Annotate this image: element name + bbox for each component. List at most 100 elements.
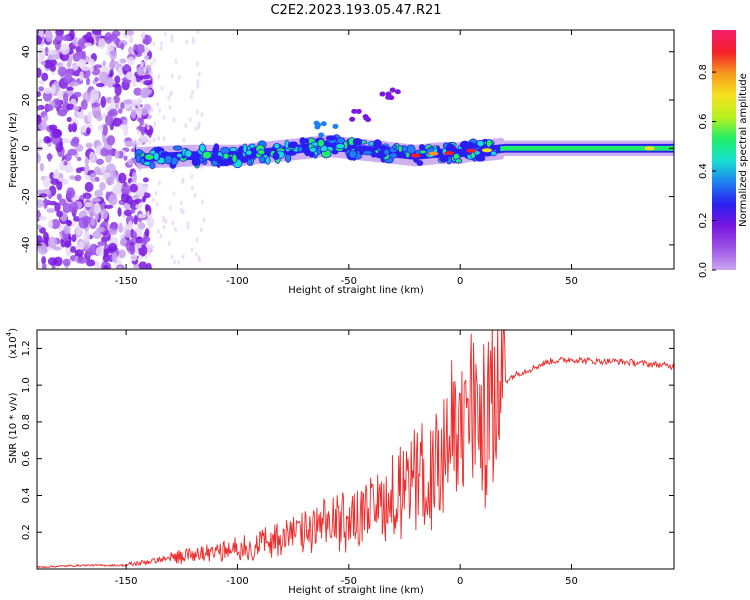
- faint-blob: [152, 41, 156, 47]
- faint-blob: [167, 240, 171, 246]
- faint-blob: [157, 74, 161, 80]
- noise-blob: [61, 35, 72, 41]
- noise-blob: [37, 91, 41, 98]
- noise-blob: [108, 194, 118, 206]
- faint-blob: [162, 224, 166, 230]
- branch-blob: [351, 108, 358, 114]
- noise-blob: [42, 176, 51, 188]
- noise-blob: [55, 142, 64, 153]
- faint-blob: [167, 95, 171, 101]
- y-tick-label: -20: [21, 188, 32, 204]
- noise-blob: [79, 71, 84, 82]
- signal-blob: [272, 151, 280, 161]
- signal-blob: [482, 151, 492, 157]
- faint-blob: [137, 191, 141, 197]
- noise-blob: [84, 181, 94, 193]
- spectrogram-heatmap: [37, 30, 674, 269]
- noise-blob: [133, 214, 138, 225]
- signal-blob: [348, 150, 358, 159]
- faint-blob: [177, 259, 181, 265]
- noise-blob: [47, 236, 58, 249]
- faint-blob: [157, 180, 161, 186]
- faint-blob: [170, 73, 174, 79]
- noise-blob: [73, 216, 81, 222]
- faint-blob: [162, 114, 166, 120]
- faint-blob: [194, 126, 198, 132]
- noise-blob: [115, 104, 120, 110]
- spectrogram-y-ticks: -40 -20 0 20 40: [21, 45, 674, 253]
- faint-blob: [159, 46, 163, 52]
- noise-blob: [84, 201, 92, 208]
- noise-blob: [93, 140, 99, 147]
- faint-blob: [136, 129, 140, 135]
- noise-blob: [105, 114, 114, 126]
- signal-blob: [198, 143, 206, 153]
- noise-blob: [96, 226, 105, 233]
- noise-blob: [45, 30, 53, 43]
- faint-blob: [182, 137, 186, 143]
- noise-blob: [84, 156, 89, 166]
- faint-blob: [139, 255, 143, 261]
- noise-blob: [125, 195, 133, 205]
- signal-blob: [135, 149, 144, 156]
- branch-blob: [320, 121, 327, 127]
- noise-blob: [98, 38, 106, 50]
- noise-blob: [128, 35, 134, 44]
- faint-blob: [195, 237, 199, 243]
- noise-blob: [87, 58, 95, 66]
- noise-blob: [45, 137, 53, 143]
- branch-blob: [355, 108, 362, 114]
- faint-blob: [156, 136, 160, 142]
- noise-blob: [85, 142, 93, 149]
- faint-blob: [156, 229, 160, 235]
- branch-blob: [379, 91, 386, 97]
- signal-blob: [418, 144, 426, 151]
- noise-blob: [119, 234, 125, 239]
- signal-blob: [242, 143, 248, 154]
- faint-blob: [159, 233, 163, 239]
- noise-blob: [62, 138, 71, 144]
- noise-blob: [133, 87, 143, 96]
- hot-spot: [428, 151, 439, 156]
- noise-blob: [111, 83, 121, 88]
- noise-blob: [114, 75, 121, 84]
- signal-blob: [470, 151, 476, 160]
- faint-blob: [188, 117, 192, 123]
- noise-blob: [37, 224, 42, 230]
- hot-spot: [481, 148, 492, 153]
- noise-blob: [129, 183, 138, 193]
- x-tick-label: 50: [565, 276, 578, 287]
- noise-blob: [94, 176, 100, 182]
- y-tick-label: 40: [21, 45, 32, 58]
- noise-blob: [132, 231, 137, 239]
- noise-blob: [47, 153, 52, 162]
- faint-blob: [202, 217, 206, 223]
- faint-blob: [146, 210, 150, 216]
- noise-blob: [118, 172, 127, 184]
- x-tick-label: -50: [341, 576, 357, 587]
- colorbar: [712, 30, 736, 270]
- signal-blob: [335, 143, 346, 150]
- noise-blob: [56, 210, 63, 218]
- signal-blob: [213, 143, 220, 154]
- signal-blob: [317, 138, 325, 148]
- faint-blob: [146, 47, 150, 53]
- faint-blob: [180, 200, 184, 206]
- noise-blob: [102, 60, 107, 67]
- faint-blob: [153, 121, 157, 127]
- noise-blob: [138, 222, 146, 230]
- faint-blob: [195, 61, 199, 67]
- noise-blob: [80, 99, 88, 110]
- svg-text:(x104): (x104): [5, 328, 19, 359]
- hot-spot: [410, 153, 421, 158]
- noise-blob: [91, 197, 102, 203]
- noise-blob: [98, 208, 109, 220]
- noise-blob: [77, 38, 87, 50]
- signal-blob: [397, 145, 403, 153]
- noise-blob: [125, 71, 134, 81]
- faint-blob: [148, 109, 152, 115]
- noise-blob: [66, 219, 73, 227]
- faint-blob: [160, 41, 164, 47]
- noise-blob: [71, 122, 78, 133]
- noise-blob: [124, 140, 134, 148]
